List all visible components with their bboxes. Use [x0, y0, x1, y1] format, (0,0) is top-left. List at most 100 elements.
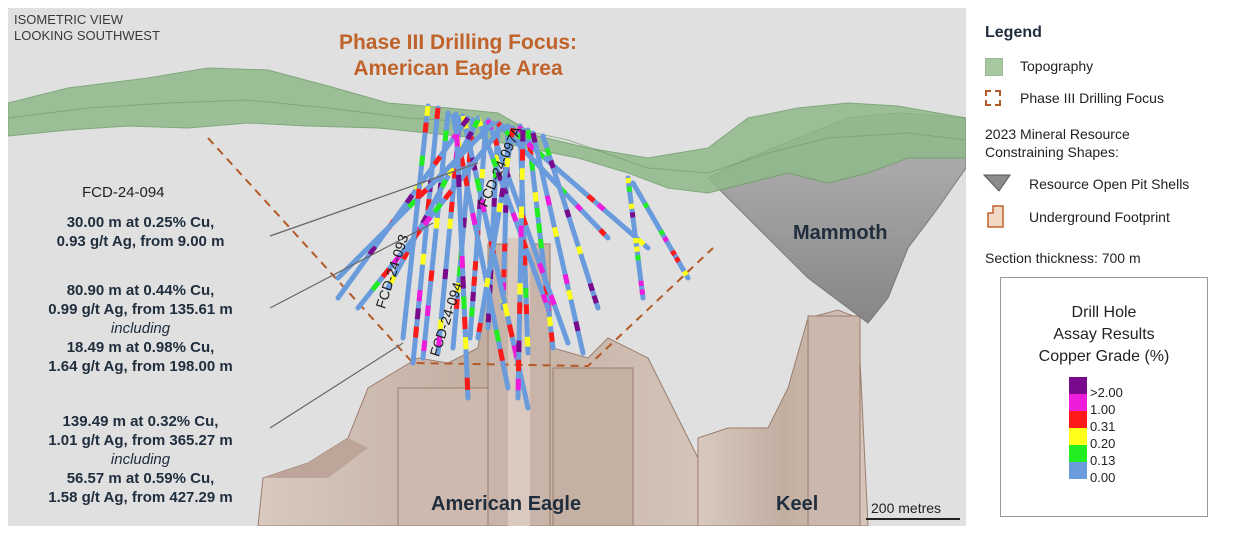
drill-hole-trace: [630, 180, 691, 281]
drill-hole-segment: [460, 276, 466, 289]
resource-heading-line: Constraining Shapes:: [985, 144, 1119, 160]
drill-hole-segment: [391, 254, 402, 266]
drill-hole-segment: [436, 335, 443, 347]
drill-hole-segment: [433, 217, 440, 229]
underground-footprint-icon: [987, 205, 1004, 228]
drill-hole-segment: [421, 340, 428, 352]
legend-underground: Underground Footprint: [1029, 209, 1170, 225]
drill-hole-segment: [587, 282, 595, 292]
drill-hole-segment: [415, 188, 422, 200]
drill-hole-segment: [546, 316, 553, 327]
grade-swatch: [1069, 462, 1087, 479]
intercept-line: 139.49 m at 0.32% Cu,: [62, 413, 219, 430]
drill-hole-segment: [418, 187, 429, 198]
view-caption-line: ISOMETRIC VIEW: [14, 12, 124, 27]
intercept-line: 56.57 m at 0.59% Cu,: [66, 470, 215, 487]
drill-hole-segment: [670, 249, 677, 257]
legend-panel: Legend Topography Phase III Drilling Foc…: [968, 0, 1245, 533]
drill-hole-segment: [476, 322, 483, 333]
drill-hole-segment: [634, 246, 640, 253]
drill-hole-segment: [636, 237, 646, 247]
grade-legend-title: Drill Hole Assay Results Copper Grade (%…: [1001, 302, 1207, 368]
view-caption-line: LOOKING SOUTHWEST: [14, 28, 160, 43]
drill-hole-segment: [495, 120, 611, 241]
open-pit-shell-icon: [982, 174, 1011, 192]
drill-hole-segment: [460, 116, 471, 128]
drill-hole-segment: [469, 307, 475, 317]
area-name-american-eagle: American Eagle: [431, 493, 582, 515]
grade-swatch: [1069, 377, 1087, 394]
legend-resource-heading: 2023 Mineral Resource Constraining Shape…: [985, 125, 1130, 161]
intercept-including: including: [110, 451, 171, 468]
hole-id-label: FCD-24-094: [82, 184, 165, 201]
drill-hole-segment: [532, 192, 539, 202]
legend-open-pit: Resource Open Pit Shells: [1029, 176, 1190, 192]
scale-bar-label: 200 metres: [871, 500, 942, 516]
intercept-line: 80.90 m at 0.44% Cu,: [66, 282, 215, 299]
leader-lines: [269, 162, 479, 429]
drill-hole-trace: [530, 130, 586, 356]
headline-line: Phase III Drilling Focus:: [338, 31, 578, 54]
drill-hole-segment: [479, 198, 487, 213]
intercept-line: 1.01 g/t Ag, from 365.27 m: [48, 432, 233, 449]
intercept-2: 80.90 m at 0.44% Cu, 0.99 g/t Ag, from 1…: [8, 281, 273, 376]
grade-value: 0.20: [1090, 436, 1116, 451]
legend-topography: Topography: [1020, 58, 1094, 74]
legend-section-thickness: Section thickness: 700 m: [985, 250, 1141, 266]
drill-hole-segment: [562, 273, 570, 285]
drill-hole-segment: [474, 178, 483, 192]
isometric-view-panel: ISOMETRIC VIEW LOOKING SOUTHWEST Phase I…: [8, 8, 966, 526]
drill-hole-segment: [434, 107, 441, 120]
underground-footprint-keel: [697, 309, 869, 526]
grade-value: >2.00: [1090, 385, 1123, 400]
drill-hole-segment: [509, 127, 516, 138]
drill-hole-segment: [639, 289, 646, 295]
drill-hole-segment: [525, 129, 532, 140]
drill-hole-segment: [385, 117, 481, 291]
intercept-1: 30.00 m at 0.25% Cu, 0.93 g/t Ag, from 9…: [8, 213, 273, 251]
drill-hole-segment: [544, 147, 552, 157]
drill-hole-segment: [497, 348, 505, 362]
drill-hole-segment: [499, 187, 506, 198]
drill-hole-segment: [633, 237, 639, 244]
drill-hole-segment: [400, 103, 431, 341]
drill-hole-segment: [442, 268, 449, 280]
grade-swatch: [1069, 428, 1087, 445]
drill-hole-segment: [530, 130, 586, 356]
drill-hole-segment: [548, 332, 555, 343]
drill-hole-segment: [407, 198, 418, 209]
intercept-line: 30.00 m at 0.25% Cu,: [66, 214, 215, 231]
drill-hole-segment: [413, 326, 420, 338]
drill-hole-segment: [635, 254, 641, 261]
grade-swatch: [1069, 411, 1087, 428]
drill-hole-segment: [471, 118, 481, 129]
drill-hole-segment: [586, 193, 596, 203]
drill-hole-segment: [502, 303, 511, 317]
drill-hole-segment: [564, 208, 572, 218]
drill-hole-trace: [355, 123, 506, 311]
drill-hole-segment: [424, 105, 431, 117]
area-name-keel: Keel: [776, 493, 819, 515]
drill-hole-segment: [447, 218, 454, 230]
scale-bar: [866, 518, 960, 520]
drill-hole-segment: [504, 157, 511, 168]
drill-hole-segment: [638, 280, 644, 287]
drill-hole-segment: [470, 212, 478, 226]
drill-hole-segment: [456, 266, 463, 277]
legend-title: Legend: [985, 24, 1042, 41]
copper-grade-legend: Drill Hole Assay Results Copper Grade (%…: [1000, 277, 1208, 517]
legend-drilling-focus: Phase III Drilling Focus: [1020, 90, 1164, 106]
drill-hole-segment: [464, 377, 471, 390]
drill-hole-segment: [461, 217, 467, 228]
drill-hole-segment: [422, 122, 429, 133]
drill-hole-segment: [456, 174, 462, 188]
drill-hole-segment: [526, 141, 536, 151]
intercept-line: 1.64 g/t Ag, from 198.00 m: [48, 358, 233, 375]
drill-hole-segment: [495, 171, 504, 182]
intercept-including: including: [110, 320, 171, 337]
drill-hole-trace: [453, 111, 471, 401]
drill-hole-segment: [574, 203, 584, 212]
grade-value: 1.00: [1090, 402, 1116, 417]
grade-value: 0.13: [1090, 453, 1116, 468]
